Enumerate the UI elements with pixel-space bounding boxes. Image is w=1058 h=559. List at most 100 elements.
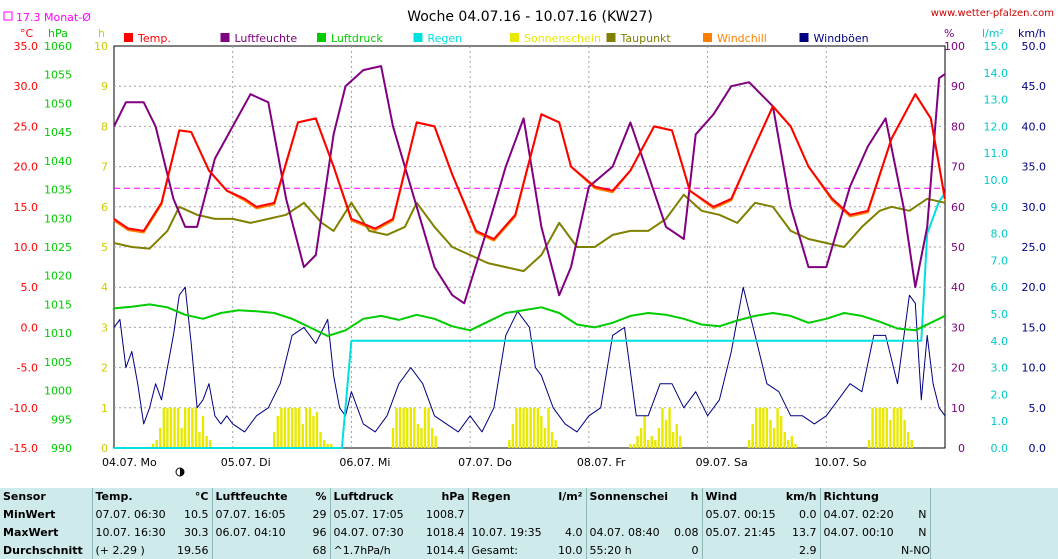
sunshine-bar xyxy=(294,407,297,448)
humidity-axis-tick: 80 xyxy=(951,120,965,133)
sunshine-bar xyxy=(434,435,437,448)
pressure-axis-tick: 1020 xyxy=(44,270,72,283)
pressure-axis-tick: 1030 xyxy=(44,212,72,225)
summary-spacer xyxy=(929,488,1058,506)
sunshine-bar xyxy=(162,407,166,448)
sunshine-bar xyxy=(892,407,896,448)
hum-time: 07.07. 16:05 xyxy=(211,505,290,524)
wind-axis-tick: 30.0 xyxy=(1022,201,1047,214)
wind-value: 0.0 xyxy=(799,508,817,522)
legend-label: Regen xyxy=(428,32,463,45)
sun-header: Sonnenschein xyxy=(585,488,668,506)
sunshine-bar xyxy=(305,407,308,448)
sunshine-axis-tick: 8 xyxy=(101,120,108,133)
temp-unit-label: °C xyxy=(20,27,34,40)
sunshine-axis-tick: 6 xyxy=(101,201,108,214)
sunshine-bar xyxy=(180,427,183,448)
sunshine-bar xyxy=(169,407,173,448)
sunshine-bar xyxy=(554,439,557,448)
pressure-axis-tick: 1055 xyxy=(44,69,72,82)
sunshine-bar xyxy=(416,423,420,448)
sun-value: 0 xyxy=(691,543,699,557)
sun-value xyxy=(668,506,702,524)
legend-label: Windchill xyxy=(717,32,767,45)
sunshine-bar xyxy=(772,427,776,448)
pressure-axis-tick: 1025 xyxy=(44,241,72,254)
sunshine-bar xyxy=(896,407,899,448)
humidity-axis-tick: 20 xyxy=(951,362,965,375)
wind-header: Wind xyxy=(701,488,782,506)
rain-axis-tick: 0.0 xyxy=(991,442,1009,455)
sunshine-bar xyxy=(166,407,169,448)
wind-value: 13.7 xyxy=(792,525,817,539)
rain-axis-tick: 13.0 xyxy=(984,94,1009,107)
day-label: 05.07. Di xyxy=(221,456,271,469)
humidity-line xyxy=(113,65,946,305)
wind-time: 05.07. 21:45 xyxy=(701,523,782,542)
pressure-axis-tick: 990 xyxy=(51,442,72,455)
dir-time xyxy=(819,541,898,559)
summary-row-min: MinWert 07.07. 06:30 10.5 07.07. 16:05 2… xyxy=(0,505,1058,524)
legend-swatch xyxy=(413,33,423,42)
temp-axis-tick: -15.0 xyxy=(10,442,38,455)
legend-label: Windböen xyxy=(814,32,869,45)
press-value: 1014.4 xyxy=(426,543,465,557)
rain-axis-tick: 10.0 xyxy=(984,174,1009,187)
sunshine-bar xyxy=(762,407,765,448)
sunshine-bar xyxy=(430,427,434,448)
legend-label: Taupunkt xyxy=(620,32,672,45)
sunshine-bar xyxy=(899,407,903,448)
sun-time xyxy=(585,505,668,524)
sunshine-axis-tick: 10 xyxy=(94,40,108,53)
rain-line xyxy=(114,192,946,449)
weather-chart: 35.030.025.020.015.010.05.00.0-5.0-10.0-… xyxy=(3,8,1054,477)
sunshine-bar xyxy=(330,443,333,448)
temp-unit-header: °C xyxy=(194,490,209,504)
humidity-axis-tick: 10 xyxy=(951,402,965,415)
pressure-axis-tick: 1050 xyxy=(44,97,72,110)
sunshine-bar xyxy=(187,407,190,448)
summary-row-max: MaxWert 10.07. 16:30 30.3 06.07. 04:10 9… xyxy=(0,523,1058,542)
temp-axis-tick: 25.0 xyxy=(14,120,39,133)
sunshine-bar xyxy=(906,431,910,448)
sunshine-bar xyxy=(871,407,874,448)
rain-axis-tick: 12.0 xyxy=(984,120,1009,133)
row-label: Durchschnitt xyxy=(3,543,83,557)
day-label: 10.07. So xyxy=(814,456,866,469)
sunshine-bar xyxy=(654,439,657,448)
legend-swatch xyxy=(510,33,519,42)
temp-axis-tick: 5.0 xyxy=(21,281,39,294)
sunshine-bar xyxy=(420,427,423,448)
rain-value: 4.0 xyxy=(565,525,583,539)
sunshine-bar xyxy=(508,439,511,448)
sunshine-bar xyxy=(398,407,402,448)
sunshine-bar xyxy=(910,439,913,448)
sunshine-bar xyxy=(290,407,294,448)
dir-header: Richtung xyxy=(819,488,898,506)
pressure-axis-tick: 1060 xyxy=(44,40,72,53)
moon-icon xyxy=(175,467,185,477)
sunshine-bar xyxy=(511,423,515,448)
legend-label: Luftfeuchte xyxy=(235,32,298,45)
day-label: 07.07. Do xyxy=(458,456,512,469)
website-link[interactable]: www.wetter-pfalzen.com xyxy=(931,8,1054,19)
pressure-axis-tick: 1010 xyxy=(44,327,72,340)
sunshine-bar xyxy=(878,407,881,448)
wind-axis-tick: 20.0 xyxy=(1022,281,1047,294)
sunshine-bar xyxy=(322,439,326,448)
sunshine-bar xyxy=(650,435,653,448)
press-header: Luftdruck xyxy=(329,488,412,506)
sunshine-bar xyxy=(550,431,554,448)
dir-time: 04.07. 02:20 xyxy=(819,505,898,524)
hum-value: 68 xyxy=(312,543,327,557)
legend-label: Luftdruck xyxy=(331,32,383,45)
rain-value: 10.0 xyxy=(558,543,583,557)
row-label: MaxWert xyxy=(3,525,59,539)
sunshine-bar xyxy=(173,407,176,448)
sunshine-bar xyxy=(903,419,906,448)
series-lines xyxy=(113,65,946,449)
day-label: 09.07. Sa xyxy=(696,456,748,469)
legend-swatch xyxy=(124,33,133,42)
sunshine-bar xyxy=(885,407,889,448)
wind-axis-tick: 45.0 xyxy=(1022,80,1047,93)
